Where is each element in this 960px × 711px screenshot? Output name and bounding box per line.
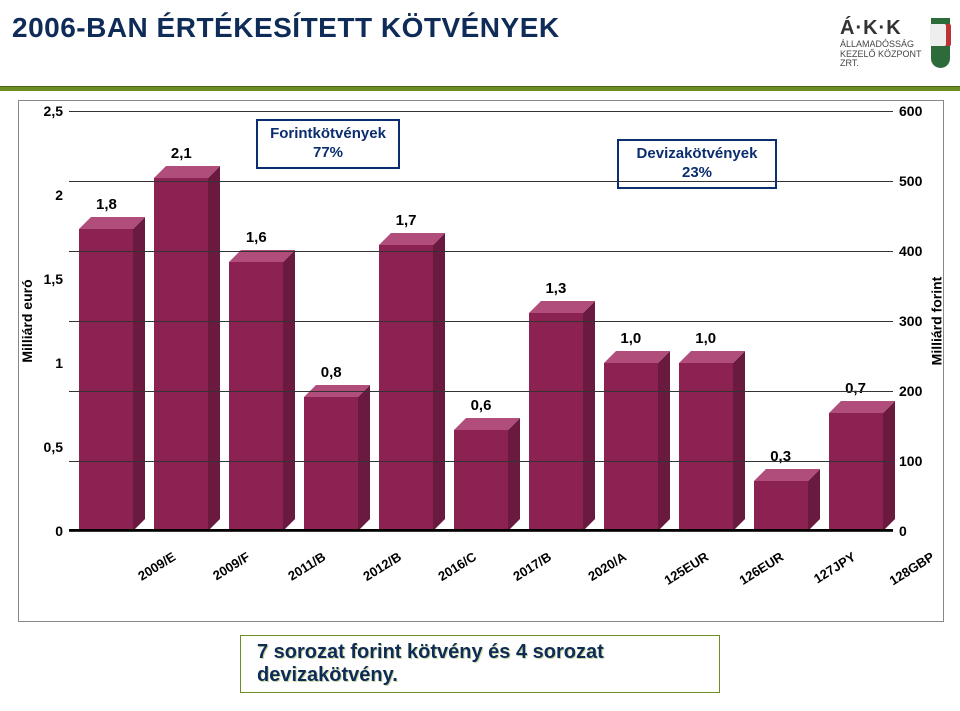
y-left-tick: 2,5	[31, 103, 63, 119]
bar: 1,0	[679, 363, 733, 531]
x-tick-label: 125EUR	[661, 549, 711, 588]
y-right-tick: 500	[899, 173, 935, 189]
y-left-tick: 1,5	[31, 271, 63, 287]
bar: 1,3	[529, 313, 583, 531]
y-left-tick: 2	[31, 187, 63, 203]
bar-top	[754, 469, 820, 481]
bar-front	[304, 397, 358, 531]
gridline	[69, 111, 893, 112]
x-tick-label: 2017/B	[510, 549, 554, 584]
chart: Milliárd euró Milliárd forint 1,82,11,60…	[18, 100, 944, 622]
logo-brand: Á·K·K	[840, 17, 925, 40]
divider	[0, 86, 960, 91]
callout: Forintkötvények77%	[256, 119, 400, 169]
bar: 2,1	[154, 178, 208, 531]
bar-side	[583, 301, 595, 531]
bar-value-label: 0,7	[829, 380, 883, 397]
bar-value-label: 1,7	[379, 212, 433, 229]
x-tick-label: 2012/B	[361, 549, 405, 584]
bar-top	[529, 301, 595, 313]
bar-value-label: 1,3	[529, 280, 583, 297]
logo-text-block: Á·K·K ÁLLAMADÓSSÁG KEZELŐ KÖZPONT ZRT.	[840, 17, 925, 70]
bar-front	[79, 229, 133, 531]
bar-value-label: 0,8	[304, 364, 358, 381]
bar-side	[733, 351, 745, 531]
y-right-tick: 200	[899, 383, 935, 399]
bar: 1,6	[229, 262, 283, 531]
gridline	[69, 531, 893, 532]
y-right-tick: 100	[899, 453, 935, 469]
bar-value-label: 1,0	[679, 330, 733, 347]
bar-side	[358, 385, 370, 531]
bar: 0,3	[754, 481, 808, 531]
y-right-tick: 0	[899, 523, 935, 539]
y-left-tick: 0,5	[31, 439, 63, 455]
bar-side	[508, 418, 520, 531]
x-tick-label: 127JPY	[811, 549, 858, 586]
x-tick-label: 2011/B	[286, 549, 329, 584]
bar-side	[433, 233, 445, 531]
bar-value-label: 2,1	[154, 145, 208, 162]
x-tick-label: 128GBP	[886, 549, 936, 588]
bar-value-label: 1,6	[229, 229, 283, 246]
bar-value-label: 1,0	[604, 330, 658, 347]
bar-side	[133, 217, 145, 531]
bar-front	[829, 413, 883, 531]
bar: 1,8	[79, 229, 133, 531]
y-left-tick: 1	[31, 355, 63, 371]
y-right-tick: 300	[899, 313, 935, 329]
bar-front	[154, 178, 208, 531]
bar: 1,7	[379, 245, 433, 531]
logo-subtext: ÁLLAMADÓSSÁG KEZELŐ KÖZPONT ZRT.	[840, 40, 925, 70]
footer-note: 7 sorozat forint kötvény és 4 sorozat de…	[240, 635, 720, 693]
slide: { "title": {"text":"2006-BAN ÉRTÉKESÍTET…	[0, 0, 960, 711]
left-axis-title: Milliárd euró	[19, 279, 35, 362]
x-tick-label: 2009/F	[211, 549, 253, 583]
crest-icon	[931, 18, 950, 68]
bar-side	[883, 401, 895, 531]
bar-front	[679, 363, 733, 531]
x-tick-label: 2009/E	[136, 549, 179, 584]
gridline	[69, 181, 893, 182]
bar-front	[379, 245, 433, 531]
gridline	[69, 461, 893, 462]
plot-area: Milliárd euró Milliárd forint 1,82,11,60…	[69, 111, 893, 531]
y-right-tick: 400	[899, 243, 935, 259]
bar-side	[658, 351, 670, 531]
bar: 1,0	[604, 363, 658, 531]
bar: 0,7	[829, 413, 883, 531]
bar-value-label: 0,3	[754, 448, 808, 465]
gridline	[69, 321, 893, 322]
bar-front	[229, 262, 283, 531]
bar-front	[454, 430, 508, 531]
bar-value-label: 1,8	[79, 196, 133, 213]
x-tick-label: 2016/C	[435, 549, 479, 584]
page-title: 2006-BAN ÉRTÉKESÍTETT KÖTVÉNYEK	[12, 12, 560, 44]
y-left-tick: 0	[31, 523, 63, 539]
bar-front	[529, 313, 583, 531]
bar-front	[604, 363, 658, 531]
bar-side	[208, 166, 220, 531]
logo: Á·K·K ÁLLAMADÓSSÁG KEZELŐ KÖZPONT ZRT.	[840, 4, 950, 82]
bar: 0,8	[304, 397, 358, 531]
bar-value-label: 0,6	[454, 397, 508, 414]
x-tick-label: 126EUR	[736, 549, 786, 588]
bar: 0,6	[454, 430, 508, 531]
bar-front	[754, 481, 808, 531]
x-tick-label: 2020/A	[585, 549, 629, 584]
y-right-tick: 600	[899, 103, 935, 119]
gridline	[69, 251, 893, 252]
gridline	[69, 391, 893, 392]
